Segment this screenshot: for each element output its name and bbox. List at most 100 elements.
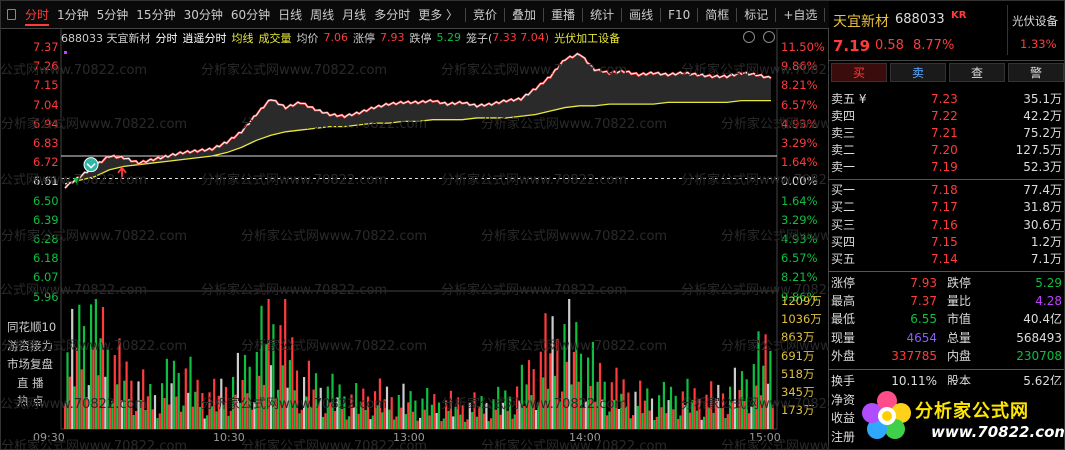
volume-bar	[698, 398, 701, 429]
price-tick: 7.15	[33, 78, 59, 93]
tool-7[interactable]: 标记	[744, 7, 769, 22]
volume-bar	[606, 415, 609, 429]
quote-label: 最高	[831, 294, 856, 309]
bid-row[interactable]: 买二 7.17 31.8万	[829, 199, 1064, 216]
quote-value: 568493	[1016, 330, 1062, 345]
percent-tick: 1.64%	[781, 155, 818, 170]
quote-row: 外盘 337785 内盘 230708	[829, 348, 1064, 365]
query-button[interactable]: 查	[949, 63, 1005, 82]
menu-icon[interactable]	[1, 1, 21, 29]
ask-row[interactable]: 卖五 ¥ 7.23 35.1万	[829, 91, 1064, 108]
volume-bar	[518, 400, 521, 429]
volume-bar	[156, 418, 159, 429]
tab-10[interactable]: 更多 〉	[418, 7, 459, 22]
ask-row[interactable]: 卖一 7.19 52.3万	[829, 159, 1064, 176]
chart-area	[1, 29, 829, 450]
tool-0[interactable]: 竞价	[473, 7, 498, 22]
ask-row[interactable]: 卖四 7.22 42.2万	[829, 108, 1064, 125]
side-shortcut[interactable]: 热 点	[17, 394, 44, 408]
volume-bar	[473, 392, 476, 429]
volume-tick: 518万	[781, 366, 815, 381]
ask-row[interactable]: 卖二 7.20 127.5万	[829, 142, 1064, 159]
toolbar-divider	[504, 7, 506, 22]
side-shortcut[interactable]: 直 播	[17, 375, 44, 390]
intraday-chart[interactable]	[1, 29, 829, 450]
alert-button[interactable]: 警	[1008, 63, 1064, 82]
sector-tag[interactable]: 光伏加工设备	[554, 31, 621, 45]
volume-bar	[627, 392, 630, 429]
sector-box[interactable]: 光伏设备 1.33%	[1007, 5, 1063, 55]
bid-row[interactable]: 买一 7.18 77.4万	[829, 182, 1064, 199]
circle-minus-icon[interactable]	[743, 31, 755, 43]
tab-9[interactable]: 多分时	[374, 7, 411, 22]
extra-row: 净资	[829, 392, 1064, 409]
tool-4[interactable]: 画线	[629, 7, 654, 22]
tab-4[interactable]: 30分钟	[183, 7, 223, 22]
volume-bar	[738, 390, 741, 429]
bid-row[interactable]: 买四 7.15 1.2万	[829, 234, 1064, 251]
volume-bar	[246, 393, 249, 429]
toolbar-divider	[697, 7, 699, 22]
side-shortcut[interactable]: 游资接力	[7, 338, 53, 353]
tool-2[interactable]: 重播	[551, 7, 576, 22]
stock-name: 天宜新材	[833, 14, 889, 30]
volume-bar	[658, 395, 661, 429]
ask-row[interactable]: 卖三 7.21 75.2万	[829, 125, 1064, 142]
volume-bar	[284, 299, 287, 429]
volume-bar	[743, 401, 746, 429]
tab-3[interactable]: 15分钟	[136, 7, 176, 22]
volume-bar	[688, 412, 691, 429]
volume-bar	[288, 360, 291, 429]
bid-row[interactable]: 买三 7.16 30.6万	[829, 217, 1064, 234]
indicator-volume[interactable]: 成交量	[258, 31, 292, 45]
tab-0[interactable]: 分时	[21, 1, 53, 29]
tab-2[interactable]: 5分钟	[96, 7, 129, 22]
tool-1[interactable]: 叠加	[512, 7, 537, 22]
tool-6[interactable]: 简框	[705, 7, 730, 22]
tab-8[interactable]: 月线	[342, 7, 367, 22]
tab-7[interactable]: 周线	[310, 7, 335, 22]
indicator-avg[interactable]: 均线	[231, 31, 254, 45]
volume-bar	[196, 379, 199, 429]
buy-button[interactable]: 买	[831, 63, 887, 82]
volume-bar	[279, 325, 282, 429]
volume-bar	[447, 410, 450, 429]
side-shortcut[interactable]: 市场复盘	[7, 357, 53, 371]
tab-5[interactable]: 60分钟	[230, 7, 271, 22]
quote-header: 天宜新材 688033 KR 7.19 0.58 8.77% 光伏设备 1.33…	[829, 1, 1064, 61]
volume-bar	[461, 405, 464, 429]
tool-8[interactable]: +自选	[783, 7, 818, 22]
tab-6[interactable]: 日线	[278, 7, 303, 22]
tool-5[interactable]: F10	[668, 7, 691, 22]
volume-bar	[440, 421, 443, 429]
volume-bar	[281, 365, 284, 429]
volume-bar	[146, 396, 149, 429]
percent-tick: 6.57%	[781, 251, 818, 266]
volume-bar	[570, 384, 573, 429]
bid-row[interactable]: 买五 7.14 7.1万	[829, 251, 1064, 268]
volume-bar	[407, 402, 410, 429]
volume-bar	[355, 383, 358, 429]
volume-bar	[125, 361, 128, 429]
toolbar-divider	[824, 7, 826, 22]
volume-bar	[153, 395, 157, 429]
volume-bar	[456, 397, 460, 429]
price-line	[64, 53, 772, 189]
sell-button[interactable]: 卖	[890, 63, 946, 82]
volume-bar	[499, 414, 502, 429]
volume-tick: 173万	[781, 403, 815, 418]
tool-3[interactable]: 统计	[590, 7, 615, 22]
volume-bar	[144, 410, 147, 429]
toolbar-divider	[660, 7, 662, 22]
stock-price: 7.19	[833, 37, 871, 55]
volume-bar	[324, 413, 327, 429]
volume-bar	[291, 337, 294, 429]
tab-1[interactable]: 1分钟	[57, 7, 89, 22]
side-shortcut[interactable]: 同花顺10	[7, 320, 57, 334]
cage-label: 笼子(	[466, 31, 493, 45]
indicator-xiaoyao[interactable]: 逍遥分时	[182, 31, 227, 45]
ask-volume: 127.5万	[1015, 143, 1062, 157]
volume-bar	[693, 388, 696, 429]
circle-plus-icon[interactable]	[763, 31, 775, 43]
volume-bar	[516, 386, 519, 429]
